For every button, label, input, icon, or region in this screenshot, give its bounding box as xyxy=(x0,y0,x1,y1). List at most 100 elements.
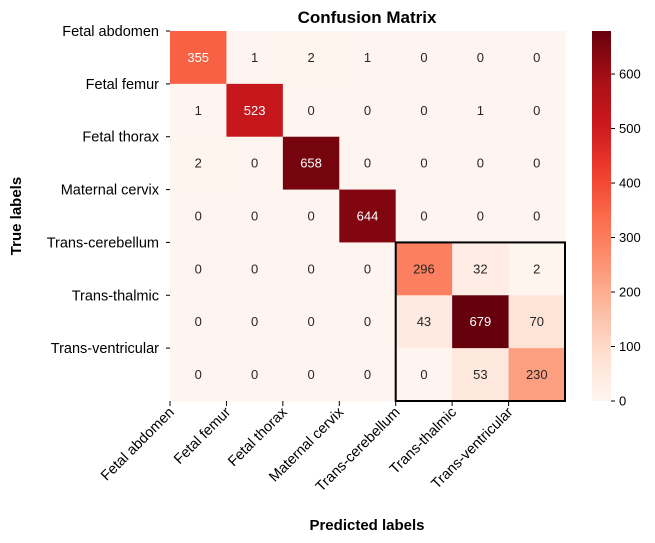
cell-value-label: 0 xyxy=(251,367,258,382)
cell-value-label: 0 xyxy=(251,209,258,224)
heatmap-cell xyxy=(226,83,284,138)
x-tick-label: Fetal abdomen xyxy=(98,405,178,485)
heatmap-cell xyxy=(170,189,228,244)
y-axis-title: True labels xyxy=(8,177,25,255)
heatmap-cell xyxy=(508,31,566,85)
cell-value-label: 0 xyxy=(420,156,427,171)
cell-value-label: 0 xyxy=(251,156,258,171)
heatmap-cell xyxy=(395,136,453,191)
heatmap-cell xyxy=(170,348,228,402)
heatmap-cell xyxy=(452,136,510,191)
cell-value-label: 0 xyxy=(364,314,371,329)
cell-value-label: 0 xyxy=(420,103,427,118)
heatmap-cell xyxy=(339,189,397,244)
heatmap-cell xyxy=(508,189,566,244)
heatmap-cell xyxy=(282,348,340,402)
cell-value-label: 679 xyxy=(470,314,492,329)
y-tick-label: Trans-cerebellum xyxy=(47,235,159,251)
heatmap-cell xyxy=(282,136,340,191)
cell-value-label: 53 xyxy=(473,367,487,382)
cell-value-label: 0 xyxy=(307,209,314,224)
highlight-box xyxy=(394,241,566,402)
y-tick-label: Fetal femur xyxy=(86,77,159,93)
cell-value-label: 0 xyxy=(307,261,314,276)
cell-value-label: 1 xyxy=(364,50,371,65)
cell-value-label: 0 xyxy=(533,103,540,118)
cell-value-label: 1 xyxy=(477,103,484,118)
cell-value-label: 0 xyxy=(533,156,540,171)
colorbar-tick-label: 500 xyxy=(619,121,641,136)
colorbar-tick-label: 400 xyxy=(619,176,641,191)
cell-value-label: 0 xyxy=(533,50,540,65)
colorbar-gradient xyxy=(592,31,611,401)
cell-value-label: 0 xyxy=(195,209,202,224)
cell-value-label: 43 xyxy=(417,314,431,329)
heatmap-cell xyxy=(395,31,453,85)
cell-value-label: 658 xyxy=(300,156,322,171)
heatmap-cell xyxy=(170,31,228,85)
heatmap-cell xyxy=(282,31,340,85)
cell-value-label: 0 xyxy=(420,209,427,224)
cell-value-label: 0 xyxy=(364,261,371,276)
heatmap-cell xyxy=(226,242,284,296)
cell-value-label: 355 xyxy=(187,50,209,65)
heatmap-cell xyxy=(339,348,397,402)
heatmap-cell xyxy=(282,295,340,349)
y-tick-label: Trans-ventricular xyxy=(51,341,159,357)
cell-value-label: 523 xyxy=(244,103,266,118)
heatmap-cell xyxy=(339,31,397,85)
heatmap-cell xyxy=(282,189,340,244)
y-tick-labels: Fetal abdomen Fetal femur Fetal thorax Mate… xyxy=(47,24,170,357)
heatmap-cell xyxy=(452,189,510,244)
cell-value-label: 0 xyxy=(251,261,258,276)
cell-value-label: 0 xyxy=(477,50,484,65)
heatmap-cell xyxy=(282,242,340,296)
cell-value-label: 0 xyxy=(195,314,202,329)
cell-value-label: 0 xyxy=(420,50,427,65)
cell-value-label: 1 xyxy=(251,50,258,65)
heatmap-cell xyxy=(395,242,453,296)
heatmap-cells: 355 1 2 1 0 0 0 1 523 0 0 0 1 0 2 0 658 0 0 0 0 0 0 0 644 0 0 0 0 0 0 0… xyxy=(170,31,566,402)
cell-value-label: 0 xyxy=(307,103,314,118)
heatmap-cell xyxy=(170,83,228,138)
heatmap-cell xyxy=(170,295,228,349)
cell-value-label: 0 xyxy=(251,314,258,329)
colorbar-tick-label: 300 xyxy=(619,230,641,245)
heatmap-cell xyxy=(452,83,510,138)
heatmap-cell xyxy=(226,348,284,402)
cell-value-label: 32 xyxy=(473,261,487,276)
colorbar: 0 100 200 300 400 500 600 xyxy=(592,31,641,409)
y-tick-label: Fetal abdomen xyxy=(62,24,159,40)
heatmap-cell xyxy=(226,136,284,191)
cell-value-label: 70 xyxy=(530,314,544,329)
cell-value-label: 0 xyxy=(307,367,314,382)
heatmap-cell xyxy=(508,83,566,138)
cell-value-label: 0 xyxy=(533,209,540,224)
cell-value-label: 0 xyxy=(477,156,484,171)
heatmap-cell xyxy=(395,295,453,349)
cell-value-label: 2 xyxy=(307,50,314,65)
cell-value-label: 0 xyxy=(307,314,314,329)
heatmap-cell xyxy=(508,348,566,402)
highlight-rect xyxy=(394,241,566,402)
cell-value-label: 2 xyxy=(195,156,202,171)
chart-title: Confusion Matrix xyxy=(298,8,437,27)
colorbar-tick-label: 200 xyxy=(619,285,641,300)
heatmap-cell xyxy=(452,348,510,402)
heatmap-cell xyxy=(339,136,397,191)
y-tick-label: Fetal thorax xyxy=(82,130,159,146)
heatmap-cell xyxy=(339,295,397,349)
cell-value-label: 296 xyxy=(413,261,435,276)
cell-value-label: 0 xyxy=(420,367,427,382)
heatmap-cell xyxy=(226,189,284,244)
heatmap-cell xyxy=(339,83,397,138)
heatmap-cell xyxy=(395,189,453,244)
heatmap-cell xyxy=(508,295,566,349)
heatmap-cell xyxy=(452,31,510,85)
cell-value-label: 0 xyxy=(364,103,371,118)
cell-value-label: 2 xyxy=(533,261,540,276)
heatmap-cell xyxy=(282,83,340,138)
cell-value-label: 1 xyxy=(195,103,202,118)
heatmap-cell xyxy=(452,295,510,349)
